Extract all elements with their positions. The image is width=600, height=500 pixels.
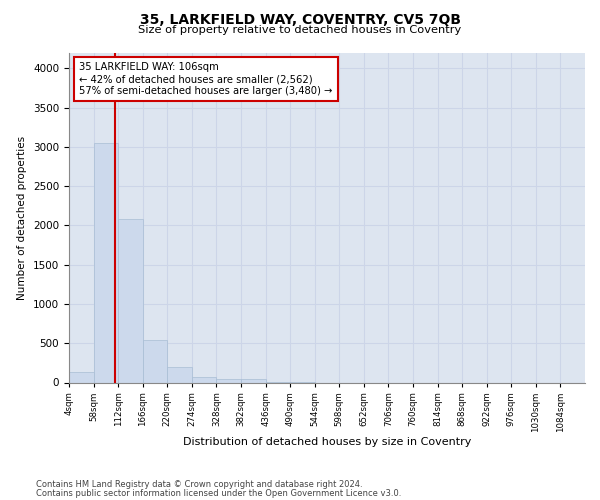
Bar: [69, 372, 94, 382]
Bar: [217, 378, 241, 382]
Y-axis label: Number of detached properties: Number of detached properties: [17, 136, 28, 300]
Text: Contains public sector information licensed under the Open Government Licence v3: Contains public sector information licen…: [36, 488, 401, 498]
Text: Size of property relative to detached houses in Coventry: Size of property relative to detached ho…: [139, 25, 461, 35]
Text: 35 LARKFIELD WAY: 106sqm
← 42% of detached houses are smaller (2,562)
57% of sem: 35 LARKFIELD WAY: 106sqm ← 42% of detach…: [79, 62, 332, 96]
Text: 35, LARKFIELD WAY, COVENTRY, CV5 7QB: 35, LARKFIELD WAY, COVENTRY, CV5 7QB: [139, 12, 461, 26]
X-axis label: Distribution of detached houses by size in Coventry: Distribution of detached houses by size …: [183, 438, 471, 448]
Bar: [143, 340, 167, 382]
Bar: [118, 219, 143, 382]
Bar: [167, 367, 192, 382]
Bar: [192, 376, 217, 382]
Bar: [94, 143, 118, 382]
Bar: [241, 378, 266, 382]
Text: Contains HM Land Registry data © Crown copyright and database right 2024.: Contains HM Land Registry data © Crown c…: [36, 480, 362, 489]
